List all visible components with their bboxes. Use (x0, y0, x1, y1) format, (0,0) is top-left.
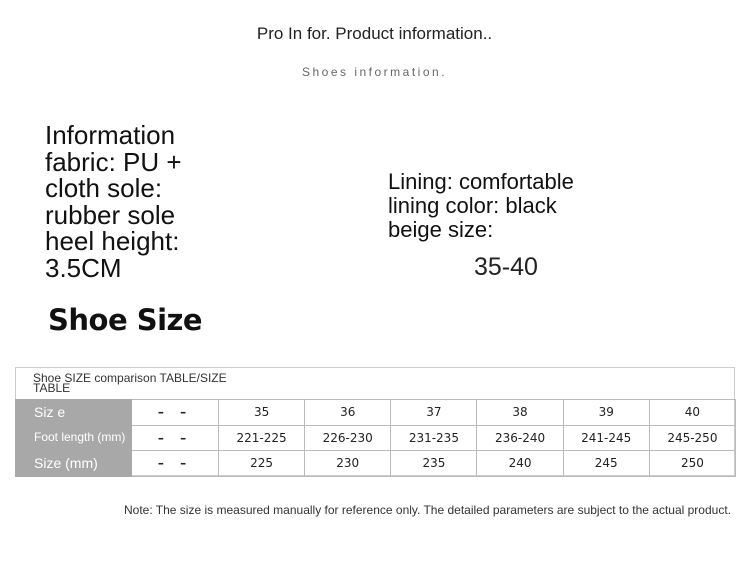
info-line: Information (45, 120, 176, 150)
info-line: heel height: (45, 226, 180, 256)
cell: 231-235 (390, 424, 478, 451)
disclaimer-note: Note: The size is measured manually for … (124, 503, 731, 517)
cell: 250 (648, 450, 737, 477)
cell: 241-245 (562, 424, 650, 451)
info-line: fabric: PU + (45, 146, 182, 177)
size-table-title: Shoe SIZE comparison TABLE/SIZE TABLE (33, 371, 227, 395)
table-row: Size (mm) – – 225 230 235 240 245 250 (15, 450, 737, 477)
cell: 225 (217, 450, 306, 477)
cell: 245 (562, 450, 650, 477)
row-header: Foot length (mm) (15, 424, 132, 451)
cell: 38 (476, 399, 564, 426)
page-subtitle: Shoes information. (301, 65, 448, 79)
cell: 226-230 (304, 424, 392, 451)
info-left: Information fabric: PU + cloth sole: rub… (45, 122, 182, 281)
cell: 36 (304, 399, 392, 426)
info-right: Lining: comfortable lining color: black … (388, 170, 574, 242)
table-row: Foot length (mm) – – 221-225 226-230 231… (15, 424, 737, 451)
row-header: Siz e (15, 399, 132, 426)
title-line: TABLE (33, 381, 71, 395)
title-line: Shoe SIZE comparison TABLE/SIZE (33, 371, 227, 385)
section-title: Shoe Size (48, 303, 203, 337)
cell: 221-225 (217, 424, 306, 451)
info-line: lining color: black (388, 193, 557, 218)
info-line: beige size: (388, 217, 494, 242)
dash-cell: – – (131, 399, 219, 426)
dash-cell: – – (131, 424, 219, 451)
cell: 37 (390, 399, 478, 426)
page-title: Pro In for. Product information.. (256, 24, 493, 43)
cell: 35 (217, 399, 306, 426)
cell: 230 (304, 450, 392, 477)
size-table: Siz e – – 35 36 37 38 39 40 Foot length … (15, 399, 737, 477)
cell: 40 (648, 399, 737, 426)
size-range: 35-40 (474, 253, 538, 281)
cell: 235 (390, 450, 478, 477)
dash-cell: – – (131, 450, 219, 477)
info-line: cloth sole: (45, 173, 163, 203)
table-row: Siz e – – 35 36 37 38 39 40 (15, 399, 737, 426)
cell: 39 (562, 399, 650, 426)
row-header: Size (mm) (15, 450, 132, 477)
info-line: rubber sole (45, 199, 176, 230)
info-line: 3.5CM (45, 252, 122, 283)
cell: 245-250 (648, 424, 737, 451)
cell: 240 (476, 450, 564, 477)
info-line: Lining: comfortable (388, 169, 574, 194)
cell: 236-240 (476, 424, 564, 451)
